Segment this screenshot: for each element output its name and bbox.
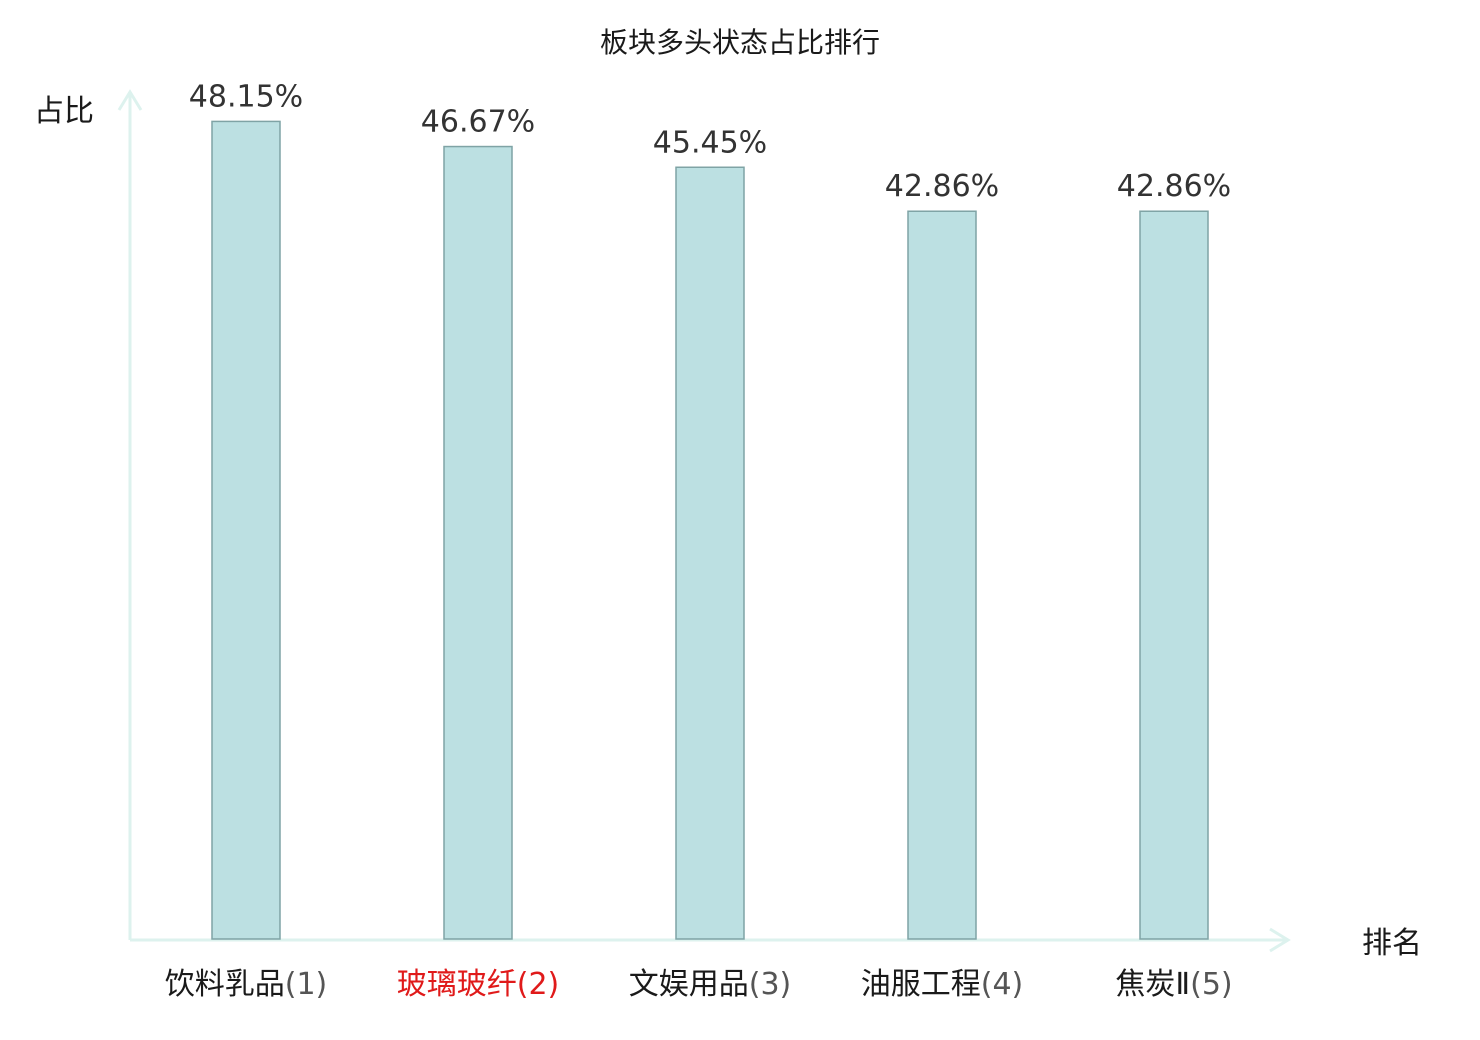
category-rank: (2) [517,967,560,1002]
value-label-4: 42.86% [885,169,999,204]
category-label-2: 玻璃玻纤(2) [397,967,560,1002]
value-label-3: 45.45% [653,125,767,160]
category-rank: (4) [981,967,1024,1002]
value-label-2: 46.67% [421,105,535,140]
bar-3 [675,166,745,940]
y-axis-arrow-icon [117,89,143,111]
value-label-5: 42.86% [1117,169,1231,204]
category-name: 文娱用品 [629,967,749,1002]
bar-2 [443,145,513,940]
category-label-5: 焦炭Ⅱ(5) [1115,967,1232,1002]
chart-title: 板块多头状态占比排行 [600,26,880,59]
bars-group [211,120,1209,940]
category-label-1: 饮料乳品(1) [165,967,328,1002]
category-name: 饮料乳品 [165,967,285,1002]
category-name: 焦炭Ⅱ [1115,967,1190,1002]
category-name: 玻璃玻纤 [397,967,517,1002]
category-rank: (5) [1190,967,1233,1002]
category-rank: (1) [285,967,328,1002]
category-label-4: 油服工程(4) [861,967,1024,1002]
category-label-3: 文娱用品(3) [629,967,792,1002]
x-axis: 排名 [130,926,1422,961]
y-axis-label: 占比 [34,94,94,129]
bar-4 [907,210,977,940]
bar-5 [1139,210,1209,940]
value-labels-group: 48.15% 46.67% 45.45% 42.86% 42.86% [189,79,1231,204]
x-axis-label: 排名 [1362,926,1422,961]
value-label-1: 48.15% [189,79,303,114]
category-labels-group: 饮料乳品(1) 玻璃玻纤(2) 文娱用品(3) 油服工程(4) 焦炭Ⅱ(5) [165,967,1233,1002]
bar-1 [211,120,281,940]
category-name: 油服工程 [861,967,981,1002]
category-rank: (3) [749,967,792,1002]
x-axis-arrow-icon [1269,927,1291,953]
y-axis: 占比 [34,89,143,940]
